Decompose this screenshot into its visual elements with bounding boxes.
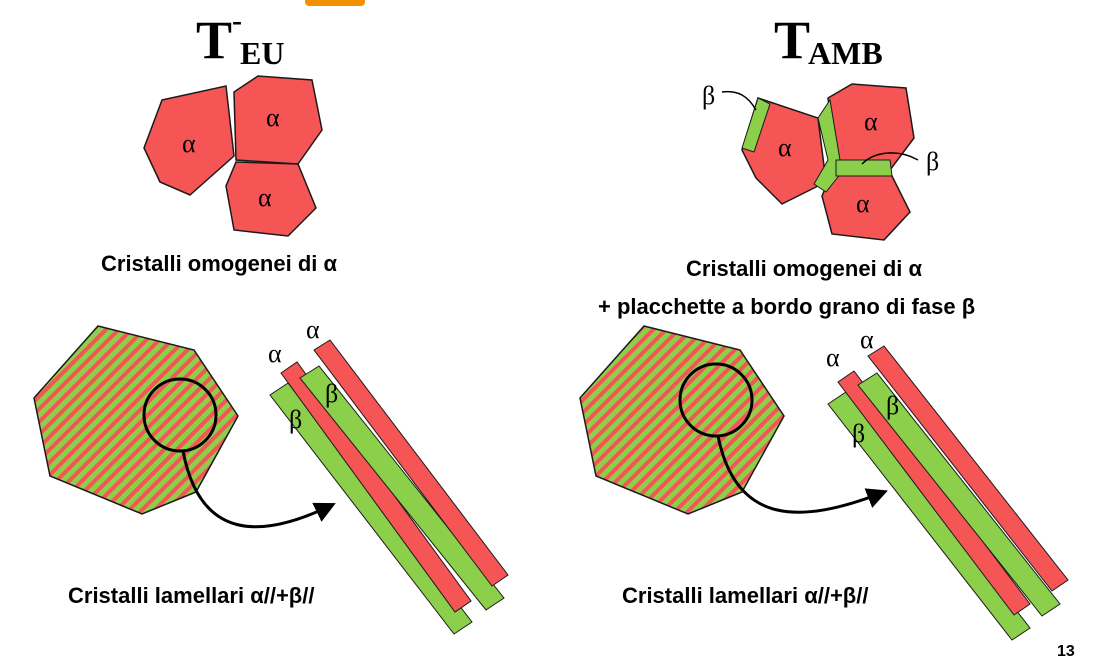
header-accent-bar xyxy=(305,0,365,6)
left-caption-grains: Cristalli omogenei di α xyxy=(101,251,337,276)
left-caption-lamellar: Cristalli lamellari α//+β// xyxy=(68,583,314,608)
alpha-lamella-2 xyxy=(313,339,509,587)
alpha-lamella-1 xyxy=(280,361,472,613)
zoom-arrow xyxy=(181,450,336,529)
beta-callout-label: β xyxy=(926,147,939,176)
left-title-sub: EU xyxy=(240,35,284,71)
grain-label: α xyxy=(182,129,196,158)
lamella-label: α xyxy=(826,343,840,372)
grain-label: α xyxy=(778,133,792,162)
right-caption-lamellar: Cristalli lamellari α//+β// xyxy=(622,583,868,608)
grain-label: α xyxy=(856,189,870,218)
grain-label: α xyxy=(266,103,280,132)
lamella-label: α xyxy=(306,315,320,344)
page-number: 13 xyxy=(1057,643,1075,658)
left-title-main: T xyxy=(196,10,232,70)
beta-callout-label: β xyxy=(702,81,715,110)
lamella-label: β xyxy=(289,405,302,434)
zoom-arrow xyxy=(716,435,888,514)
grain-label: α xyxy=(864,107,878,136)
zoom-circle xyxy=(678,362,754,438)
zoom-circle xyxy=(142,377,218,453)
left-title-sup: - xyxy=(232,4,242,37)
alpha-grain-3 xyxy=(225,161,317,237)
beta-lamella-1 xyxy=(269,382,473,635)
alpha-grain-2 xyxy=(233,75,323,165)
beta-callout-line xyxy=(721,90,757,111)
lamella-label: β xyxy=(325,379,338,408)
lamella-label: β xyxy=(886,391,899,420)
beta-platelet xyxy=(741,97,771,153)
right-panel: T AMB α α α β β Cristalli omogenei di α … xyxy=(579,10,1069,641)
lamella-label: β xyxy=(852,419,865,448)
alpha-grain-1 xyxy=(143,85,235,196)
right-title-main: T xyxy=(774,10,810,70)
lamella-label: α xyxy=(268,339,282,368)
right-caption-grains-1: Cristalli omogenei di α xyxy=(686,256,922,281)
beta-callout-line xyxy=(861,152,919,165)
left-panel: T - EU α α α Cristalli omogenei di α α α… xyxy=(33,4,509,635)
right-title-sub: AMB xyxy=(808,35,883,71)
beta-lamella-2 xyxy=(299,365,505,611)
lamella-label: α xyxy=(860,325,874,354)
right-caption-grains-2: + placchette a bordo grano di fase β xyxy=(598,294,975,319)
lamellar-grain xyxy=(579,325,785,515)
alpha-lamella-1 xyxy=(837,370,1031,616)
beta-platelet xyxy=(835,159,893,177)
beta-platelet xyxy=(813,98,843,193)
grain-label: α xyxy=(258,183,272,212)
alpha-lamella-2 xyxy=(867,345,1069,592)
beta-lamella-2 xyxy=(857,372,1061,617)
beta-lamella-1 xyxy=(827,391,1031,641)
lamellar-grain xyxy=(33,325,239,515)
